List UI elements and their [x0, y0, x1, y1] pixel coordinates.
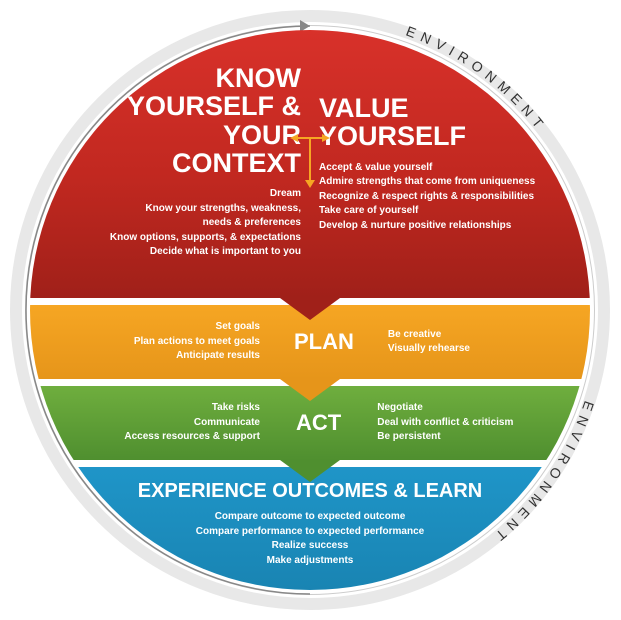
know-body: Dream Know your strengths, weakness, nee…: [110, 187, 301, 260]
section-know-value: KNOWYOURSELF &YOUR CONTEXT Dream Know yo…: [30, 30, 590, 298]
chevron-green-icon: [280, 460, 340, 482]
mini-arrows-icon: [290, 130, 330, 190]
chevron-red-icon: [280, 298, 340, 320]
chevron-orange-icon: [280, 379, 340, 401]
experience-title: EXPERIENCE OUTCOMES & LEARN: [30, 481, 590, 502]
value-title: VALUEYOURSELF: [319, 64, 529, 151]
value-body: Accept & value yourself Admire strengths…: [319, 161, 535, 234]
act-title: ACT: [278, 410, 359, 436]
plan-title: PLAN: [278, 329, 370, 355]
section-experience: EXPERIENCE OUTCOMES & LEARN Compare outc…: [30, 467, 590, 590]
know-title: KNOWYOURSELF &YOUR CONTEXT: [91, 64, 301, 177]
circle-clip: KNOWYOURSELF &YOUR CONTEXT Dream Know yo…: [30, 30, 590, 590]
experience-body: Compare outcome to expected outcome Comp…: [30, 510, 590, 568]
